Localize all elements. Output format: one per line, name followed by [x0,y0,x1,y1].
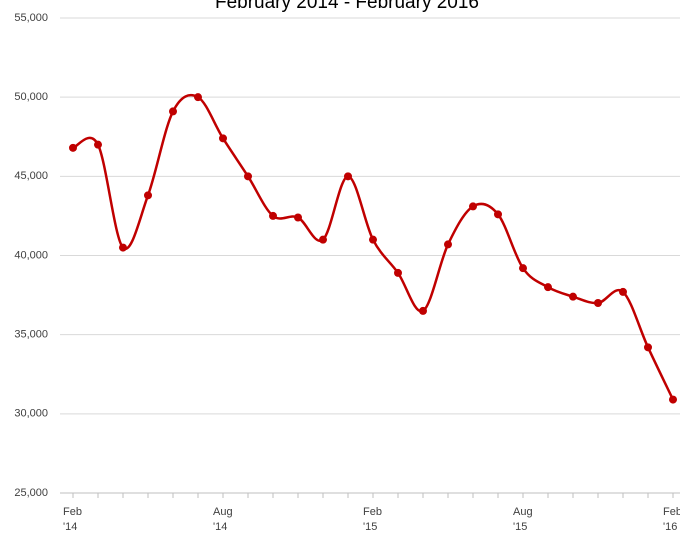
y-tick-label: 40,000 [14,249,48,261]
point [144,191,152,200]
point [444,240,452,249]
x-tick-label: Feb [63,506,82,518]
point [369,235,377,244]
point [194,93,202,102]
y-tick-label: 55,000 [14,12,48,24]
y-tick-label: 30,000 [14,408,48,420]
point [469,202,477,211]
x-tick-label: Feb [363,506,382,518]
point [494,210,502,219]
point [569,292,577,301]
x-tick-label: '16 [663,521,677,533]
x-tick-label: Aug [213,506,233,518]
point [219,134,227,143]
chart-title: February 2014 - February 2016 [215,0,479,13]
y-tick-label: 45,000 [14,170,48,182]
point [544,283,552,292]
point [419,306,427,315]
point [119,243,127,252]
x-tick-label: Aug [513,506,533,518]
x-tick-label: '15 [363,521,377,533]
point [294,213,302,222]
point [269,211,277,220]
point [169,107,177,116]
point [594,299,602,307]
x-tick-label: Feb [663,506,680,518]
point [69,143,77,152]
x-tick-label: '14 [213,521,227,533]
point [669,395,677,404]
x-tick-label: '14 [63,521,77,533]
point [344,172,352,181]
point [519,264,527,273]
y-tick-label: 50,000 [14,91,48,103]
y-tick-label: 25,000 [14,487,48,499]
line [72,93,675,401]
point [94,140,102,149]
point [319,235,327,244]
point [644,343,652,352]
y-tick-label: 35,000 [14,329,48,341]
point [244,172,252,181]
point [619,287,627,296]
point [394,268,402,277]
x-tick-label: '15 [513,521,527,533]
